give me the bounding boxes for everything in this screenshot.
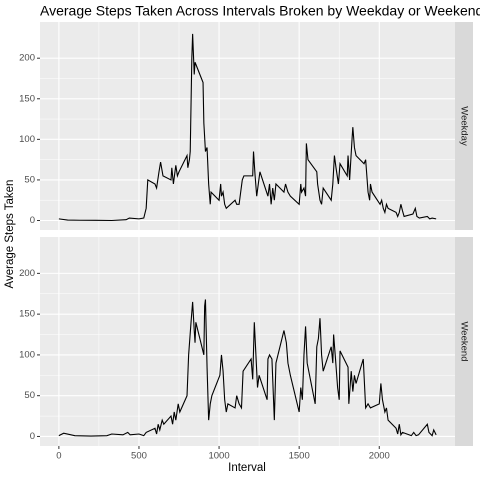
strip-background (455, 237, 473, 446)
y-tick-label: 150 (19, 93, 35, 104)
y-tick-label: 0 (30, 215, 35, 226)
x-tick-label: 500 (131, 451, 147, 462)
y-tick-label: 200 (19, 268, 35, 279)
x-tick-label: 1000 (208, 451, 229, 462)
y-axis-label: Average Steps Taken (4, 180, 16, 289)
y-tick-label: 50 (24, 174, 35, 185)
y-tick-label: 50 (24, 390, 35, 401)
x-axis-label: Interval (228, 462, 266, 474)
strip-background (455, 22, 473, 230)
data-line (58, 33, 437, 222)
x-tick-label: 0 (56, 451, 61, 462)
y-tick-label: 100 (19, 134, 35, 145)
y-tick-label: 100 (19, 349, 35, 360)
y-tick-label: 200 (19, 53, 35, 64)
y-tick-label: 150 (19, 309, 35, 320)
strip-label: Weekend (458, 322, 469, 362)
panel-background (40, 237, 455, 446)
x-tick-label: 2000 (369, 451, 390, 462)
panel-background (40, 22, 455, 230)
strip-label: Weekday (458, 106, 469, 146)
data-line (58, 299, 437, 437)
y-tick-label: 0 (30, 431, 35, 442)
x-tick-label: 1500 (289, 451, 310, 462)
chart-title: Average Steps Taken Across Intervals Bro… (40, 3, 480, 19)
